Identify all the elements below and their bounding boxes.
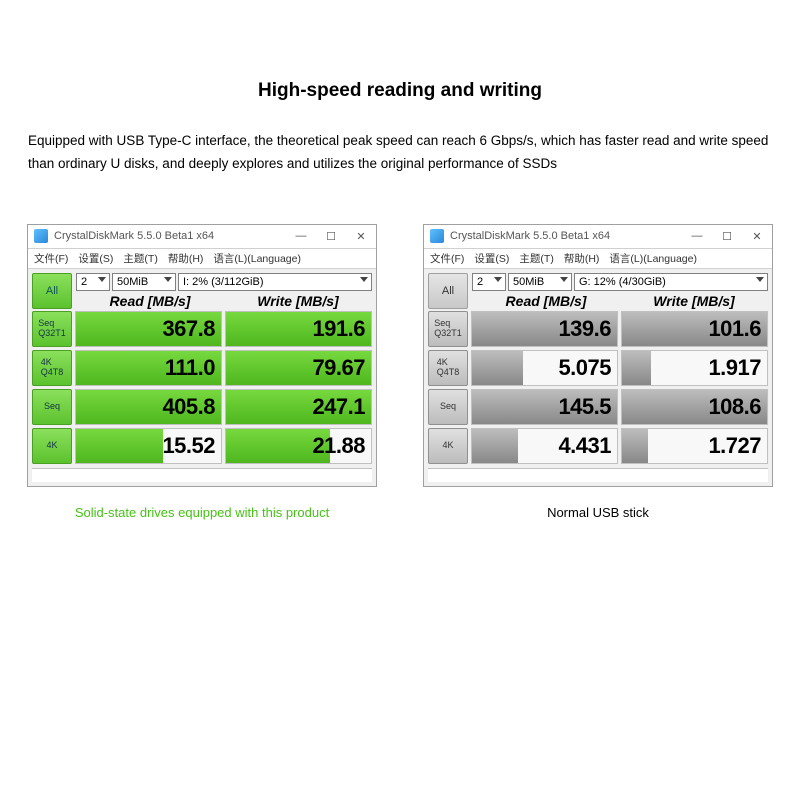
test-button-1[interactable]: 4K Q4T8 — [32, 350, 72, 386]
close-button[interactable]: ✕ — [346, 224, 376, 248]
menu-theme[interactable]: 主题(T) — [123, 251, 157, 266]
table-row: 4K4.4311.727 — [428, 428, 768, 464]
window-title: CrystalDiskMark 5.5.0 Beta1 x64 — [54, 230, 286, 242]
statusbar — [32, 468, 372, 482]
drive-select[interactable]: G: 12% (4/30GiB) — [574, 273, 768, 291]
description-text: Equipped with USB Type-C interface, the … — [0, 102, 800, 176]
menu-language[interactable]: 语言(L)(Language) — [213, 251, 301, 266]
benchmark-rows: Seq Q32T1139.6101.64K Q4T85.0751.917Seq1… — [424, 311, 772, 468]
read-value: 4.431 — [471, 428, 618, 464]
size-select[interactable]: 50MiB — [508, 273, 572, 291]
write-value: 108.6 — [621, 389, 768, 425]
col-header-read: Read [MB/s] — [472, 293, 620, 309]
titlebar: CrystalDiskMark 5.5.0 Beta1 x64 — ☐ ✕ — [28, 225, 376, 249]
caption-right: Normal USB stick — [547, 505, 649, 520]
write-value: 1.727 — [621, 428, 768, 464]
panel-right: CrystalDiskMark 5.5.0 Beta1 x64 — ☐ ✕ 文件… — [420, 224, 776, 520]
menu-help[interactable]: 帮助(H) — [168, 251, 204, 266]
runs-select[interactable]: 2 — [472, 273, 506, 291]
size-select[interactable]: 50MiB — [112, 273, 176, 291]
benchmark-rows: Seq Q32T1367.8191.64K Q4T8111.079.67Seq4… — [28, 311, 376, 468]
table-row: 4K Q4T8111.079.67 — [32, 350, 372, 386]
menu-settings[interactable]: 设置(S) — [474, 251, 509, 266]
table-row: 4K Q4T85.0751.917 — [428, 350, 768, 386]
toolbar: All 2 50MiB G: 12% (4/30GiB) — [424, 269, 772, 311]
close-button[interactable]: ✕ — [742, 224, 772, 248]
all-button[interactable]: All — [32, 273, 72, 309]
write-value: 1.917 — [621, 350, 768, 386]
app-icon — [34, 229, 48, 243]
write-value: 79.67 — [225, 350, 372, 386]
menu-help[interactable]: 帮助(H) — [564, 251, 600, 266]
write-value: 101.6 — [621, 311, 768, 347]
col-header-read: Read [MB/s] — [76, 293, 224, 309]
read-value: 111.0 — [75, 350, 222, 386]
minimize-button[interactable]: — — [286, 224, 316, 248]
crystaldiskmark-window-right: CrystalDiskMark 5.5.0 Beta1 x64 — ☐ ✕ 文件… — [423, 224, 773, 487]
col-header-write: Write [MB/s] — [224, 293, 372, 309]
read-value: 15.52 — [75, 428, 222, 464]
table-row: Seq405.8247.1 — [32, 389, 372, 425]
minimize-button[interactable]: — — [682, 224, 712, 248]
page-title: High-speed reading and writing — [0, 0, 800, 102]
read-value: 5.075 — [471, 350, 618, 386]
write-value: 247.1 — [225, 389, 372, 425]
statusbar — [428, 468, 768, 482]
app-icon — [430, 229, 444, 243]
menubar: 文件(F) 设置(S) 主题(T) 帮助(H) 语言(L)(Language) — [424, 249, 772, 269]
crystaldiskmark-window-left: CrystalDiskMark 5.5.0 Beta1 x64 — ☐ ✕ 文件… — [27, 224, 377, 487]
read-value: 405.8 — [75, 389, 222, 425]
menu-theme[interactable]: 主题(T) — [519, 251, 553, 266]
test-button-1[interactable]: 4K Q4T8 — [428, 350, 468, 386]
window-title: CrystalDiskMark 5.5.0 Beta1 x64 — [450, 230, 682, 242]
drive-select[interactable]: I: 2% (3/112GiB) — [178, 273, 372, 291]
test-button-2[interactable]: Seq — [428, 389, 468, 425]
table-row: Seq Q32T1139.6101.6 — [428, 311, 768, 347]
runs-select[interactable]: 2 — [76, 273, 110, 291]
read-value: 139.6 — [471, 311, 618, 347]
table-row: 4K15.5221.88 — [32, 428, 372, 464]
write-value: 191.6 — [225, 311, 372, 347]
menubar: 文件(F) 设置(S) 主题(T) 帮助(H) 语言(L)(Language) — [28, 249, 376, 269]
test-button-2[interactable]: Seq — [32, 389, 72, 425]
titlebar: CrystalDiskMark 5.5.0 Beta1 x64 — ☐ ✕ — [424, 225, 772, 249]
menu-file[interactable]: 文件(F) — [430, 251, 464, 266]
test-button-3[interactable]: 4K — [32, 428, 72, 464]
caption-left: Solid-state drives equipped with this pr… — [75, 505, 329, 520]
test-button-0[interactable]: Seq Q32T1 — [32, 311, 72, 347]
maximize-button[interactable]: ☐ — [712, 224, 742, 248]
table-row: Seq145.5108.6 — [428, 389, 768, 425]
all-button[interactable]: All — [428, 273, 468, 309]
test-button-0[interactable]: Seq Q32T1 — [428, 311, 468, 347]
menu-language[interactable]: 语言(L)(Language) — [609, 251, 697, 266]
write-value: 21.88 — [225, 428, 372, 464]
comparison-panels: CrystalDiskMark 5.5.0 Beta1 x64 — ☐ ✕ 文件… — [0, 176, 800, 520]
table-row: Seq Q32T1367.8191.6 — [32, 311, 372, 347]
menu-file[interactable]: 文件(F) — [34, 251, 68, 266]
read-value: 145.5 — [471, 389, 618, 425]
panel-left: CrystalDiskMark 5.5.0 Beta1 x64 — ☐ ✕ 文件… — [24, 224, 380, 520]
col-header-write: Write [MB/s] — [620, 293, 768, 309]
read-value: 367.8 — [75, 311, 222, 347]
maximize-button[interactable]: ☐ — [316, 224, 346, 248]
test-button-3[interactable]: 4K — [428, 428, 468, 464]
toolbar: All 2 50MiB I: 2% (3/112GiB) — [28, 269, 376, 311]
menu-settings[interactable]: 设置(S) — [78, 251, 113, 266]
